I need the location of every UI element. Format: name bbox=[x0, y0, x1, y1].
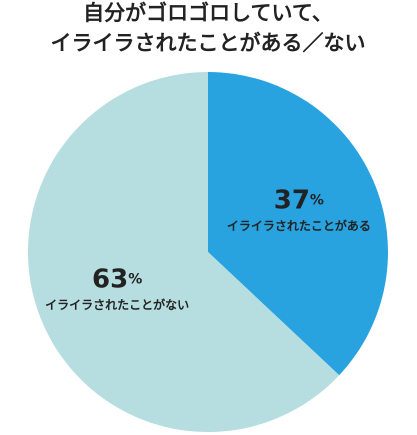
pie-slice bbox=[28, 72, 340, 432]
value-label: 63% bbox=[92, 264, 142, 294]
category-label: イライラされたことがない bbox=[45, 297, 189, 312]
chart-title: イライラされたことがある／ない bbox=[51, 31, 366, 55]
pie-slice bbox=[208, 72, 389, 376]
category-label: イライラされたことがある bbox=[227, 218, 371, 233]
value-label: 37% bbox=[274, 185, 324, 215]
chart-title: 自分がゴロゴロしていて、 bbox=[83, 1, 333, 25]
